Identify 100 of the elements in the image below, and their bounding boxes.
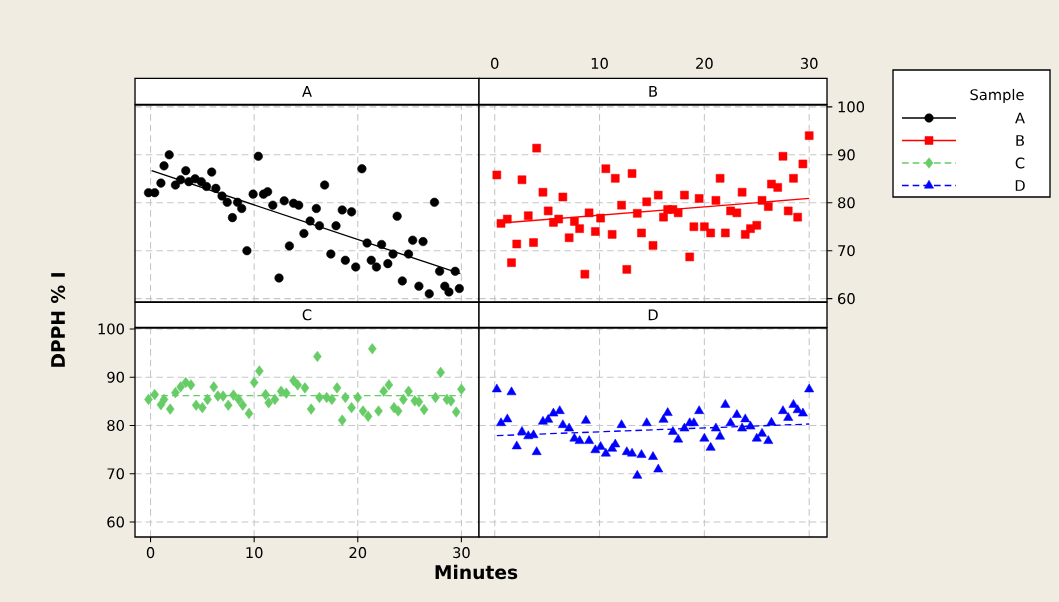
y-tick-label: 100	[98, 323, 124, 335]
y-tick-label: 90	[107, 371, 124, 383]
x-axis-title: Minutes	[435, 564, 518, 580]
point	[282, 387, 291, 399]
point	[436, 366, 445, 378]
point	[229, 389, 238, 401]
y-axis-title: DPPH % I	[50, 273, 66, 367]
x-tick-label: 30	[800, 57, 818, 69]
point	[506, 386, 517, 396]
point	[255, 365, 264, 377]
y-tick-label: 70	[107, 468, 124, 480]
point	[745, 420, 756, 430]
point	[404, 385, 413, 397]
point	[543, 414, 554, 423]
point	[632, 470, 643, 479]
point	[798, 407, 808, 417]
point	[668, 426, 678, 435]
text: A	[1015, 112, 1025, 124]
point	[766, 416, 777, 426]
point	[564, 422, 575, 432]
point	[264, 397, 273, 409]
point	[457, 383, 466, 395]
point	[679, 422, 690, 432]
point	[384, 379, 394, 391]
x-tick-label: 30	[453, 547, 470, 559]
point	[694, 405, 705, 414]
point	[610, 438, 621, 448]
point	[600, 447, 611, 457]
point	[641, 417, 652, 427]
point	[496, 417, 506, 427]
point	[616, 419, 627, 428]
point	[249, 376, 259, 389]
point	[300, 382, 310, 394]
point	[363, 410, 373, 422]
point	[374, 405, 383, 417]
point	[595, 441, 606, 450]
point	[711, 422, 721, 432]
point	[658, 414, 669, 423]
point	[368, 343, 377, 355]
point	[804, 383, 815, 393]
x-tick-label: 10	[591, 57, 608, 69]
point	[223, 399, 233, 411]
chart-title: A	[302, 85, 312, 97]
point	[574, 435, 585, 444]
point	[783, 412, 794, 421]
y-tick-label: 60	[838, 293, 855, 305]
point	[725, 417, 736, 427]
point	[689, 417, 699, 427]
y-tick-label: 90	[837, 149, 855, 161]
point	[502, 413, 513, 423]
point	[778, 405, 788, 414]
x-tick-label: 0	[491, 57, 499, 69]
point	[673, 433, 684, 443]
point	[636, 449, 647, 458]
text: D	[1015, 180, 1025, 191]
point	[159, 393, 169, 406]
point	[171, 387, 180, 399]
point	[731, 409, 742, 418]
text: C	[1015, 157, 1025, 169]
point	[557, 419, 568, 428]
point	[353, 391, 363, 404]
point	[715, 430, 725, 440]
point	[788, 399, 799, 408]
x-tick-label: 20	[349, 547, 367, 559]
x-tick-label: 0	[146, 547, 155, 559]
point	[358, 405, 368, 417]
point	[379, 385, 388, 397]
y-tick-label: 60	[107, 516, 124, 528]
point	[293, 379, 302, 391]
point	[740, 413, 751, 423]
point	[419, 403, 429, 416]
point	[653, 463, 664, 473]
point	[511, 440, 522, 450]
legend-title: Sample	[970, 88, 1024, 104]
point	[720, 399, 731, 408]
point	[327, 393, 337, 406]
y-tick-label: 100	[838, 101, 865, 113]
point	[191, 399, 201, 411]
point	[517, 426, 527, 435]
point	[548, 407, 559, 417]
point	[451, 406, 461, 418]
point	[531, 446, 542, 455]
point	[554, 405, 565, 414]
point	[757, 428, 767, 437]
point	[347, 402, 356, 414]
point	[332, 382, 342, 394]
y-tick-label: 80	[838, 197, 855, 209]
text: B	[1016, 135, 1024, 146]
point	[209, 381, 219, 393]
point	[699, 432, 710, 442]
point	[705, 442, 716, 451]
point	[648, 451, 658, 460]
point	[627, 447, 637, 457]
point	[270, 393, 280, 406]
x-tick-label: 20	[696, 57, 713, 69]
point	[198, 402, 207, 414]
point	[165, 403, 175, 415]
point	[662, 407, 673, 416]
chart-title: C	[302, 309, 312, 321]
x-tick-label: 10	[246, 547, 263, 559]
